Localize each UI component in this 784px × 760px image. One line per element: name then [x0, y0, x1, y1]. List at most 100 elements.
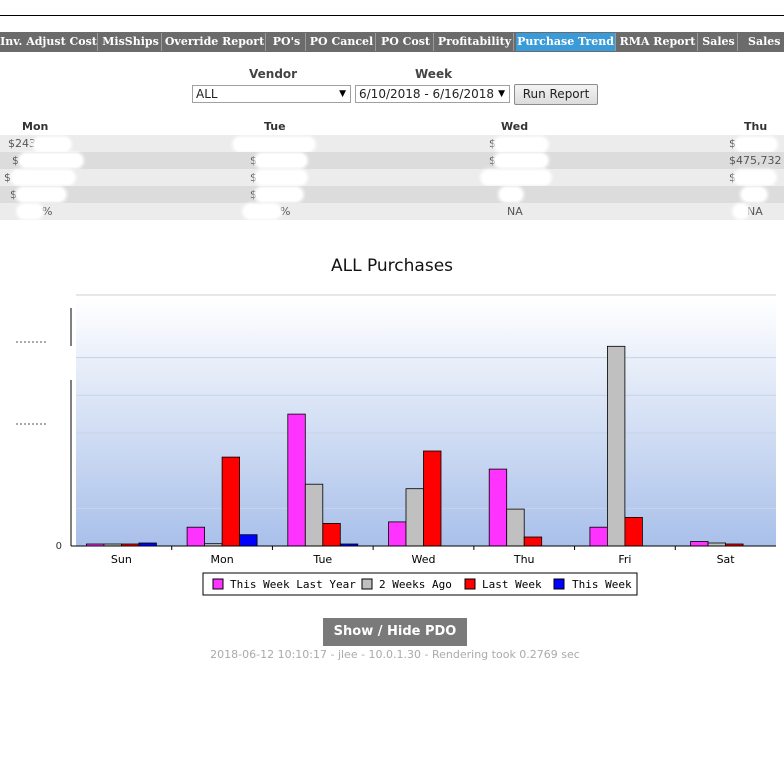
redaction-mask — [495, 154, 547, 167]
bar-fri-last-week — [624, 516, 643, 547]
table-cell: % — [280, 205, 291, 218]
chevron-down-icon: ▼ — [498, 89, 505, 99]
chart-legend — [202, 572, 638, 596]
tab-override-report[interactable]: Override Report — [164, 33, 266, 51]
redaction-mask — [244, 205, 280, 218]
x-tick-label: Thu — [513, 553, 535, 566]
redaction-mask — [256, 154, 306, 167]
redaction-mask — [234, 138, 314, 151]
legend-last-week: Last Week — [482, 578, 542, 591]
table-cell: $ — [729, 171, 736, 184]
table-cell: $475,732 — [729, 154, 782, 167]
redaction-mask — [736, 138, 776, 151]
table-cell: $ — [489, 154, 496, 167]
redaction-mask — [12, 171, 74, 184]
purchase-trend-chart: 0 Sun Mon Tue Wed Thu Fri Sat This Week Last Y… — [16, 294, 776, 596]
week-select[interactable]: 6/10/2018 - 6/16/2018 ▼ — [355, 85, 510, 103]
redaction-mask — [735, 171, 775, 184]
table-cell: $ — [10, 188, 17, 201]
tab-profitability[interactable]: Profitability — [436, 33, 514, 51]
bar-wed-this-week-last-year — [388, 521, 407, 547]
table-row: $ $ — [0, 186, 784, 203]
redaction-mask — [500, 188, 522, 201]
tab-po-cancel[interactable]: PO Cancel — [308, 33, 376, 51]
tab-rma-report[interactable]: RMA Report — [618, 33, 698, 51]
x-tick-label: Mon — [210, 553, 233, 566]
week-select-value: 6/10/2018 - 6/16/2018 — [359, 87, 495, 101]
table-cell: % — [42, 205, 53, 218]
bar-series — [86, 345, 744, 547]
redaction-mask — [34, 138, 70, 151]
x-tick-label: Wed — [412, 553, 436, 566]
chevron-down-icon: ▼ — [339, 89, 346, 99]
column-header-wed: Wed — [501, 120, 529, 133]
table-row: $ $ $ — [0, 169, 784, 186]
legend-2-weeks-ago: 2 Weeks Ago — [379, 578, 452, 591]
legend-swatch-this-week-last-year — [212, 578, 224, 590]
legend-swatch-this-week — [553, 578, 565, 590]
table-cell: $ — [729, 137, 736, 150]
bar-mon-last-week — [221, 456, 241, 547]
redaction-mask — [495, 138, 547, 151]
table-cell: $ — [489, 137, 496, 150]
bar-mon-this-week — [239, 534, 258, 547]
tab-po-cost[interactable]: PO Cost — [378, 33, 434, 51]
chart-title: ALL Purchases — [330, 256, 454, 276]
redaction-mask — [17, 188, 65, 201]
week-label: Week — [415, 67, 453, 81]
legend-swatch-last-week — [464, 578, 476, 590]
render-info-footer: 2018-06-12 10:10:17 - jlee - 10.0.1.30 -… — [210, 648, 580, 661]
redaction-mask — [734, 205, 748, 218]
bar-fri-2-weeks-ago — [607, 345, 626, 547]
tab-misships[interactable]: MisShips — [100, 33, 162, 51]
redaction-mask — [742, 188, 766, 201]
show-hide-pdo-button[interactable]: Show / Hide PDO — [323, 618, 467, 646]
vendor-label: Vendor — [249, 67, 298, 81]
bar-wed-2-weeks-ago — [405, 488, 424, 547]
table-cell: $ — [4, 171, 11, 184]
column-header-tue: Tue — [264, 120, 286, 133]
redaction-mask — [256, 171, 306, 184]
table-cell: $ — [12, 154, 19, 167]
table-cell: $ — [250, 171, 257, 184]
table-cell: $ — [250, 188, 257, 201]
redaction-mask — [20, 154, 82, 167]
run-report-button[interactable]: Run Report — [514, 84, 598, 105]
vendor-select-value: ALL — [196, 87, 218, 101]
y-tick-label: 0 — [56, 541, 62, 552]
x-tick-label: Tue — [312, 553, 332, 566]
table-row: % % NA NA — [0, 203, 784, 220]
legend-swatch-2-weeks-ago — [361, 578, 373, 590]
report-tab-bar: Inv. Adjust Cost MisShips Override Repor… — [0, 32, 784, 52]
bar-mon-this-week-last-year — [186, 526, 206, 547]
vendor-select[interactable]: ALL ▼ — [192, 85, 351, 103]
top-divider — [0, 15, 784, 16]
column-header-mon: Mon — [22, 120, 49, 133]
tab-sales[interactable]: Sales — [700, 33, 738, 51]
table-cell: $ — [250, 154, 257, 167]
bar-sat-this-week-last-year — [690, 541, 709, 547]
x-tick-label: Sat — [717, 553, 736, 566]
bar-tue-this-week-last-year — [287, 413, 306, 547]
tab-pos[interactable]: PO's — [268, 33, 306, 51]
legend-this-week-last-year: This Week Last Year — [230, 578, 356, 591]
bar-wed-last-week — [423, 450, 442, 547]
tab-purchase-trend[interactable]: Purchase Trend — [516, 33, 616, 51]
table-cell: NA — [747, 205, 763, 218]
tab-sales-t[interactable]: Sales T — [740, 33, 784, 51]
x-tick-labels: Sun Mon Tue Wed Thu Fri Sat — [111, 546, 735, 566]
bar-fri-this-week-last-year — [589, 526, 608, 547]
bar-thu-last-week — [523, 536, 543, 547]
redaction-mask — [482, 171, 550, 184]
column-header-thu: Thu — [744, 120, 768, 133]
bar-thu-2-weeks-ago — [506, 508, 525, 547]
bar-thu-this-week-last-year — [488, 468, 508, 547]
x-tick-label: Sun — [111, 553, 132, 566]
table-cell: NA — [507, 205, 523, 218]
x-tick-label: Fri — [618, 553, 631, 566]
redaction-mask — [256, 188, 302, 201]
bar-tue-2-weeks-ago — [304, 483, 324, 547]
tab-inv-adjust-cost[interactable]: Inv. Adjust Cost — [0, 33, 98, 51]
table-row: $ $ $ $475,732 — [0, 152, 784, 169]
legend-this-week: This Week — [572, 578, 632, 591]
